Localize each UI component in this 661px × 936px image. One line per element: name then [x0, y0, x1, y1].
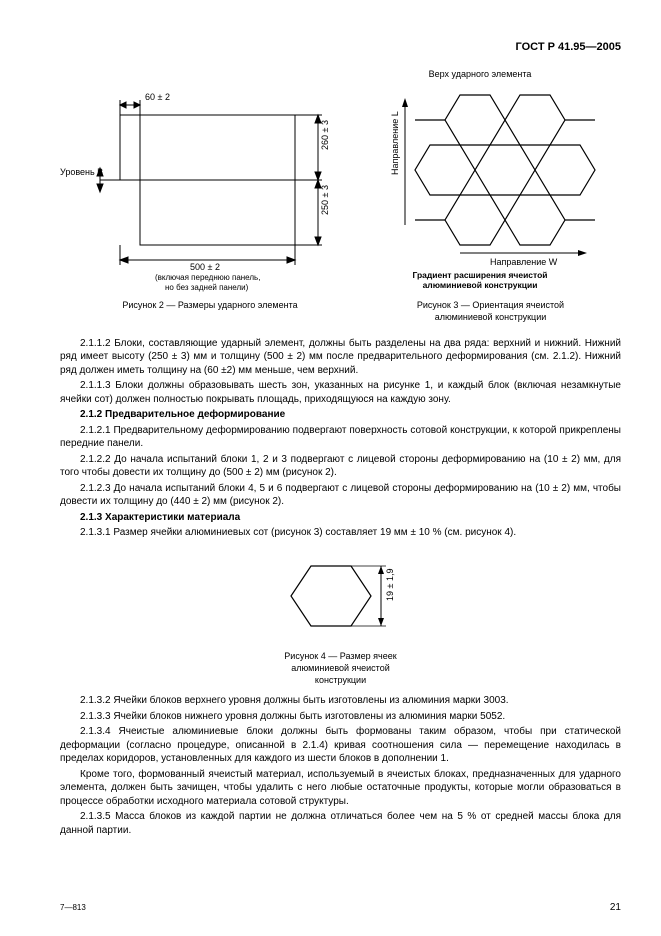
para-extra: Кроме того, формованный ячеистый материа… [60, 768, 621, 809]
figures-row: 60 ± 2 Уровень В 500 ± 2 (включая передн… [60, 65, 621, 325]
document-code: ГОСТ Р 41.95—2005 [60, 40, 621, 55]
body-text-2: 2.1.3.2 Ячейки блоков верхнего уровня до… [60, 694, 621, 837]
fig2-note2: но без задней панели) [165, 283, 249, 292]
para-2-1-1-2: 2.1.1.2 Блоки, составляющие ударный элем… [60, 337, 621, 378]
para-2-1-3-5: 2.1.3.5 Масса блоков из каждой партии не… [60, 810, 621, 837]
fig2-dim-right-bot: 250 ± 3 [320, 185, 330, 215]
heading-2-1-2: 2.1.2 Предварительное деформирование [60, 408, 621, 422]
page-number: 21 [610, 901, 621, 915]
fig2-note1: (включая переднюю панель, [155, 273, 260, 282]
fig3-dir-l: Направление L [390, 111, 400, 175]
para-2-1-2-3: 2.1.2.3 До начала испытаний блоки 4, 5 и… [60, 482, 621, 509]
para-2-1-3-3: 2.1.3.3 Ячейки блоков нижнего уровня дол… [60, 710, 621, 724]
para-2-1-3-4: 2.1.3.4 Ячеистые алюминиевые блоки должн… [60, 725, 621, 766]
heading-2-1-3: 2.1.3 Характеристики материала [60, 511, 621, 525]
fig2-dim-right-top: 260 ± 3 [320, 120, 330, 150]
para-2-1-1-3: 2.1.1.3 Блоки должны образовывать шесть … [60, 379, 621, 406]
page: ГОСТ Р 41.95—2005 [0, 0, 661, 936]
figure-3-caption: Рисунок 3 — Ориентация ячеистой алюминие… [360, 299, 621, 323]
body-text-1: 2.1.1.2 Блоки, составляющие ударный элем… [60, 337, 621, 540]
fig2-dim-top: 60 ± 2 [145, 92, 170, 102]
fig2-level-b: Уровень В [60, 167, 103, 177]
figure-4-caption: Рисунок 4 — Размер ячеек алюминиевой яче… [241, 650, 441, 686]
figure-3: Верх ударного элемента [360, 65, 621, 325]
fig4-dim: 19 ± 1,9 [385, 568, 395, 600]
fig3-grad1: Градиент расширения ячеистой [412, 270, 547, 280]
para-2-1-2-2: 2.1.2.2 До начала испытаний блоки 1, 2 и… [60, 453, 621, 480]
para-2-1-2-1: 2.1.2.1 Предварительному деформированию … [60, 424, 621, 451]
fig3-dir-w: Направление W [490, 257, 558, 267]
figure-4: 19 ± 1,9 Рисунок 4 — Размер ячеек алюмин… [241, 546, 441, 686]
fig3-grad2: алюминиевой конструкции [423, 280, 538, 290]
figure-2: 60 ± 2 Уровень В 500 ± 2 (включая передн… [60, 65, 360, 325]
para-2-1-3-2: 2.1.3.2 Ячейки блоков верхнего уровня до… [60, 694, 621, 708]
fig2-dim-bottom: 500 ± 2 [190, 262, 220, 272]
fig3-top-label: Верх ударного элемента [429, 69, 532, 79]
footer-sheet-num: 7—813 [60, 903, 86, 914]
figure-2-caption: Рисунок 2 — Размеры ударного элемента [60, 299, 360, 311]
para-2-1-3-1: 2.1.3.1 Размер ячейки алюминиевых сот (р… [60, 526, 621, 540]
